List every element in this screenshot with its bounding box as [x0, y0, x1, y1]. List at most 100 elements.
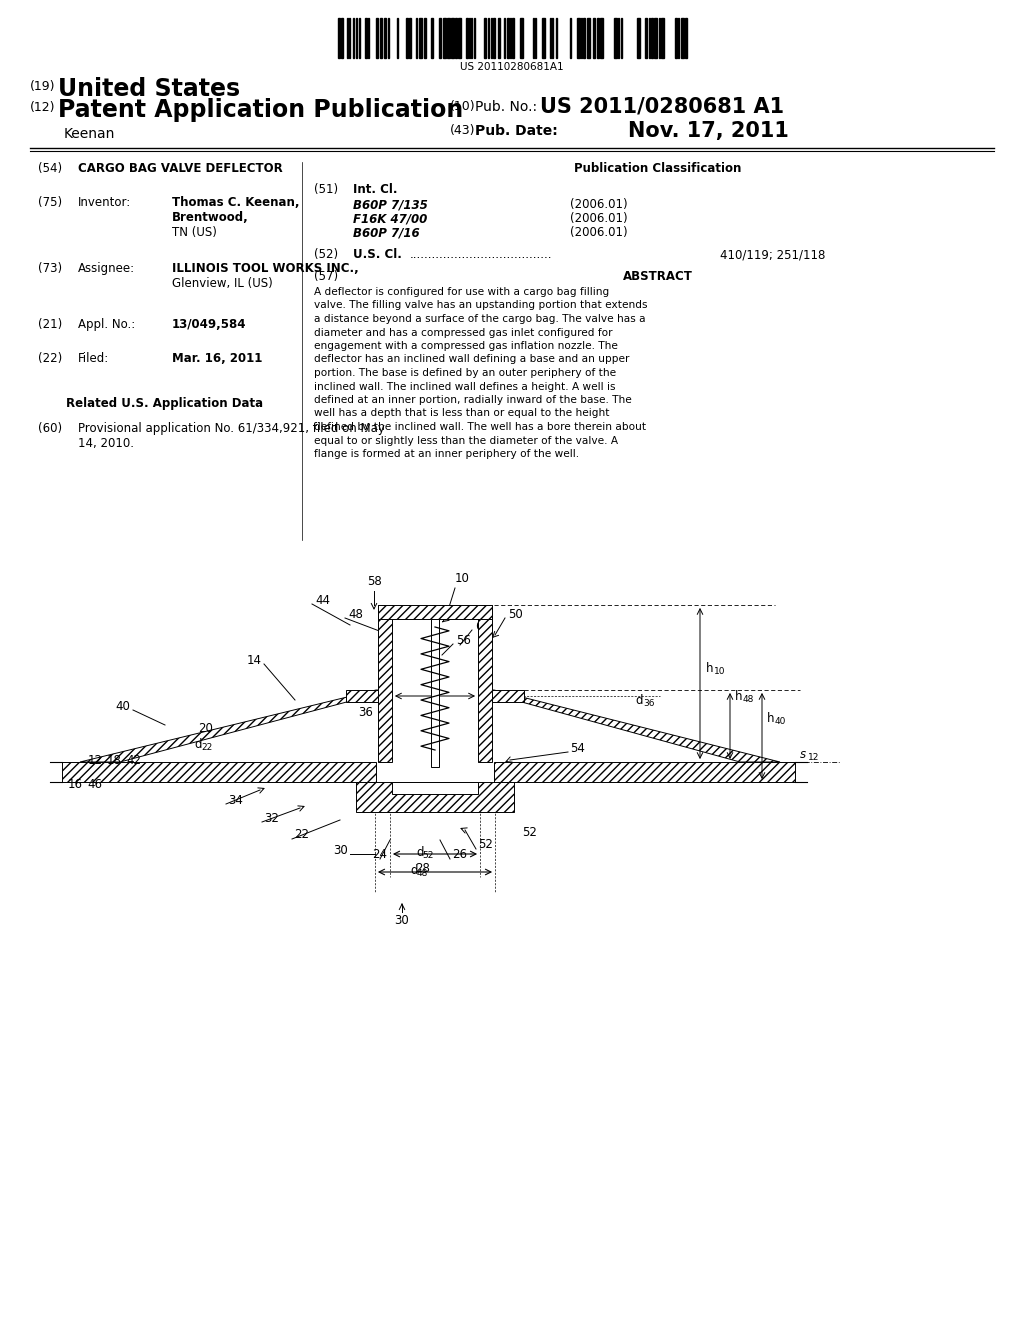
- Text: 26: 26: [452, 849, 467, 862]
- Text: 52: 52: [422, 850, 434, 859]
- Text: 36: 36: [643, 698, 654, 708]
- Bar: [419, 18, 422, 58]
- Text: (2006.01): (2006.01): [570, 213, 628, 224]
- Text: (57): (57): [314, 271, 338, 282]
- Bar: [614, 18, 617, 58]
- Bar: [587, 18, 590, 58]
- Text: 58: 58: [367, 576, 381, 587]
- Text: equal to or slightly less than the diameter of the valve. A: equal to or slightly less than the diame…: [314, 436, 618, 446]
- Text: 32: 32: [264, 812, 279, 825]
- Bar: [458, 18, 461, 58]
- Text: Appl. No.:: Appl. No.:: [78, 318, 135, 331]
- Bar: [439, 18, 441, 58]
- Text: Patent Application Publication: Patent Application Publication: [58, 98, 463, 121]
- Text: (43): (43): [450, 124, 475, 137]
- Text: US 20110280681A1: US 20110280681A1: [460, 62, 564, 73]
- Text: 16: 16: [68, 779, 83, 792]
- Text: (60): (60): [38, 422, 62, 436]
- Text: (22): (22): [38, 352, 62, 366]
- Text: Glenview, IL (US): Glenview, IL (US): [172, 277, 272, 290]
- Text: 42: 42: [126, 754, 141, 767]
- Text: valve. The filling valve has an upstanding portion that extends: valve. The filling valve has an upstandi…: [314, 301, 647, 310]
- Text: Brentwood,: Brentwood,: [172, 211, 249, 224]
- Text: (52): (52): [314, 248, 338, 261]
- Text: 34: 34: [228, 793, 243, 807]
- Bar: [431, 619, 439, 767]
- Text: d: d: [635, 693, 642, 706]
- Text: (2006.01): (2006.01): [570, 198, 628, 211]
- Bar: [478, 605, 492, 762]
- Text: 28: 28: [415, 862, 430, 874]
- Text: 46: 46: [87, 779, 102, 792]
- Text: 48: 48: [417, 869, 428, 878]
- Text: 10: 10: [714, 667, 725, 676]
- Text: U.S. Cl.: U.S. Cl.: [353, 248, 401, 261]
- Bar: [651, 18, 653, 58]
- Bar: [681, 18, 684, 58]
- Text: s: s: [800, 748, 806, 762]
- Text: Thomas C. Keenan,: Thomas C. Keenan,: [172, 195, 299, 209]
- Text: Filed:: Filed:: [78, 352, 110, 366]
- Text: 20: 20: [198, 722, 213, 734]
- Text: inclined wall. The inclined wall defines a height. A well is: inclined wall. The inclined wall defines…: [314, 381, 615, 392]
- Bar: [384, 18, 386, 58]
- Text: 52: 52: [478, 838, 493, 851]
- Text: deflector has an inclined wall defining a base and an upper: deflector has an inclined wall defining …: [314, 355, 630, 364]
- Text: portion. The base is defined by an outer periphery of the: portion. The base is defined by an outer…: [314, 368, 616, 378]
- Bar: [685, 18, 687, 58]
- Bar: [356, 781, 514, 812]
- Text: (2006.01): (2006.01): [570, 226, 628, 239]
- Bar: [466, 18, 468, 58]
- Bar: [431, 18, 433, 58]
- Bar: [498, 18, 500, 58]
- Text: 14: 14: [247, 653, 262, 667]
- Bar: [645, 18, 647, 58]
- Bar: [365, 18, 367, 58]
- Bar: [484, 18, 486, 58]
- Text: 30: 30: [394, 913, 410, 927]
- Text: 13/049,584: 13/049,584: [172, 318, 247, 331]
- Bar: [507, 18, 509, 58]
- Bar: [492, 690, 524, 702]
- Bar: [637, 18, 640, 58]
- Text: ILLINOIS TOOL WORKS INC.,: ILLINOIS TOOL WORKS INC.,: [172, 261, 358, 275]
- Bar: [654, 18, 657, 58]
- Text: 12: 12: [88, 754, 103, 767]
- Bar: [424, 18, 426, 58]
- Text: 36: 36: [358, 705, 373, 718]
- Text: United States: United States: [58, 77, 240, 102]
- Bar: [346, 690, 378, 702]
- Text: Mar. 16, 2011: Mar. 16, 2011: [172, 352, 262, 366]
- Text: B60P 7/16: B60P 7/16: [353, 226, 420, 239]
- Text: Assignee:: Assignee:: [78, 261, 135, 275]
- Text: engagement with a compressed gas inflation nozzle. The: engagement with a compressed gas inflati…: [314, 341, 617, 351]
- Text: 44: 44: [315, 594, 330, 606]
- Text: Pub. No.:: Pub. No.:: [475, 100, 538, 114]
- Bar: [443, 18, 446, 58]
- Bar: [520, 18, 523, 58]
- Bar: [447, 18, 450, 58]
- Bar: [600, 18, 603, 58]
- Text: ......................................: ......................................: [410, 248, 553, 261]
- Text: (75): (75): [38, 195, 62, 209]
- Text: Inventor:: Inventor:: [78, 195, 131, 209]
- Text: h: h: [735, 689, 742, 702]
- Text: d: d: [416, 846, 424, 858]
- Text: 54: 54: [570, 742, 585, 755]
- Text: 18: 18: [106, 754, 122, 767]
- Bar: [338, 18, 340, 58]
- Text: Nov. 17, 2011: Nov. 17, 2011: [628, 121, 788, 141]
- Bar: [583, 18, 585, 58]
- Bar: [662, 18, 664, 58]
- Text: 24: 24: [372, 849, 387, 862]
- Polygon shape: [80, 690, 392, 762]
- Text: a distance beyond a surface of the cargo bag. The valve has a: a distance beyond a surface of the cargo…: [314, 314, 645, 323]
- Text: (10): (10): [450, 100, 475, 114]
- Text: d: d: [411, 863, 418, 876]
- Text: 56: 56: [456, 634, 471, 647]
- Text: 22: 22: [201, 742, 212, 751]
- Text: h: h: [767, 711, 774, 725]
- Text: 40: 40: [115, 700, 130, 713]
- Bar: [409, 18, 411, 58]
- Text: (12): (12): [30, 102, 55, 114]
